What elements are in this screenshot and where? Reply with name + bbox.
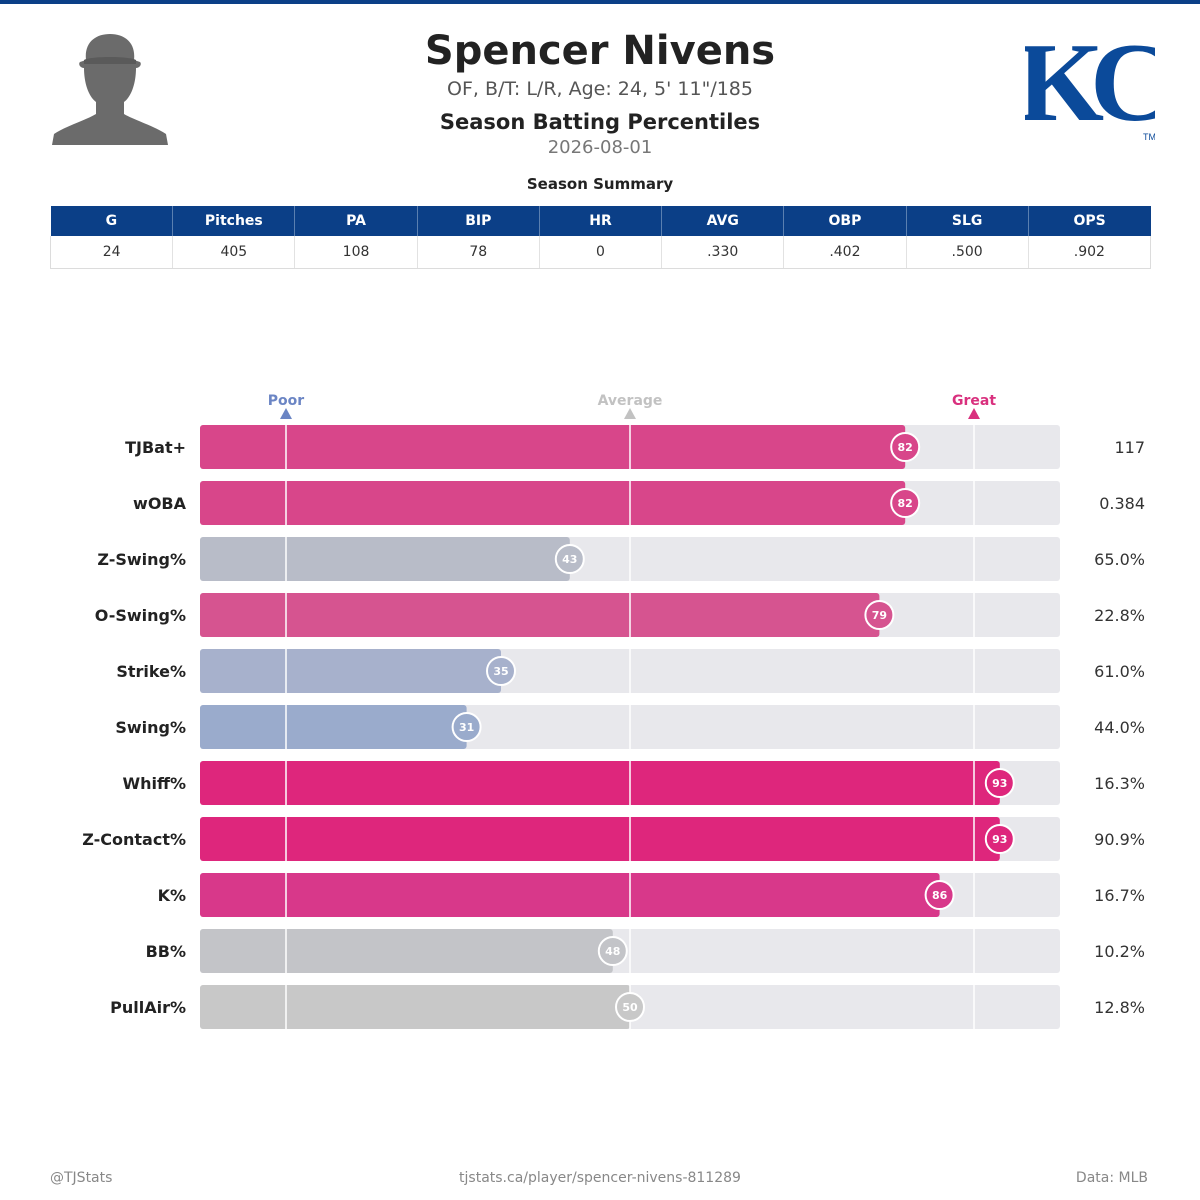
metric-label: Strike%	[116, 662, 186, 681]
summary-table: G Pitches PA BIP HR AVG OBP SLG OPS 24 405 108 78 0.…	[49, 206, 1152, 269]
percentile-bubble	[615, 992, 645, 1022]
reference-marker-triangle	[968, 408, 980, 419]
percentile-bar	[200, 929, 613, 973]
summary-col-header: Pitches	[172, 206, 296, 236]
percentile-label: 93	[992, 777, 1007, 790]
metric-label: Whiff%	[122, 774, 186, 793]
summary-cell: 24	[49, 236, 174, 269]
summary-col-header: BIP	[417, 206, 540, 236]
stat-value: 61.0%	[1094, 662, 1145, 681]
percentile-bubble	[984, 824, 1015, 854]
footer-url: tjstats.ca/player/spencer-nivens-811289	[459, 1170, 741, 1186]
stat-value: 16.3%	[1094, 774, 1145, 793]
team-logo: KC TM	[1025, 22, 1155, 145]
percentile-bubble	[597, 936, 628, 966]
stat-value: 117	[1114, 438, 1145, 457]
reference-marker-label: Poor	[268, 393, 304, 409]
stat-value: 22.8%	[1094, 606, 1145, 625]
reference-marker-triangle	[624, 408, 636, 419]
summary-col-header: OPS	[1028, 206, 1151, 236]
footer-handle: @TJStats	[50, 1170, 113, 1186]
summary-col-header: HR	[539, 206, 663, 236]
percentile-bar	[200, 761, 1000, 805]
summary-cell: 108	[294, 236, 418, 269]
team-logo-trademark: TM	[1143, 132, 1155, 142]
percentile-label: 48	[605, 945, 620, 958]
summary-cell: .402	[783, 236, 907, 269]
percentile-label: 93	[992, 833, 1007, 846]
percentile-bubble	[984, 768, 1015, 798]
metric-label: O-Swing%	[95, 606, 186, 625]
percentile-label: 82	[898, 497, 913, 510]
percentile-chart: Poor Average Great 82 TJBat+ 117 82 wOBA 0.384 43…	[82, 393, 1145, 1029]
percentile-label: 50	[622, 1001, 638, 1014]
percentile-label: 82	[898, 441, 913, 454]
percentile-bar	[200, 985, 630, 1029]
percentile-bar	[200, 817, 1000, 861]
percentile-bar	[200, 425, 906, 469]
stat-value: 65.0%	[1094, 550, 1145, 569]
summary-title: Season Summary	[526, 175, 674, 193]
player-silhouette-icon	[52, 34, 168, 145]
player-name: Spencer Nivens	[424, 28, 776, 74]
summary-col-header: SLG	[906, 206, 1029, 236]
percentile-bar	[200, 705, 467, 749]
summary-cell: .500	[906, 236, 1029, 269]
summary-col-header: AVG	[661, 206, 785, 236]
top-accent-bar	[0, 0, 1200, 4]
reference-marker-triangle	[280, 408, 292, 419]
summary-cell: 78	[417, 236, 540, 269]
percentile-bar	[200, 873, 940, 917]
team-logo-letters: KC	[1025, 22, 1155, 145]
metric-label: Z-Contact%	[82, 830, 186, 849]
stat-value: 44.0%	[1094, 718, 1145, 737]
stat-value: 90.9%	[1094, 830, 1145, 849]
summary-header-row: G Pitches PA BIP HR AVG OBP SLG OPS	[50, 206, 1151, 236]
percentile-label: 86	[932, 889, 948, 902]
percentile-label: 35	[493, 665, 508, 678]
percentile-bar	[200, 537, 570, 581]
percentile-bar	[200, 481, 906, 525]
percentile-bubble	[486, 656, 516, 686]
summary-value-row: 24 405 108 78 0.330.402.500.902	[49, 236, 1152, 269]
percentile-label: 43	[562, 553, 577, 566]
metric-label: BB%	[146, 942, 186, 961]
summary-cell: .330	[661, 236, 785, 269]
reference-marker-label: Great	[952, 393, 996, 409]
metric-label: Z-Swing%	[97, 550, 186, 569]
page-header: Spencer Nivens OF, B/T: L/R, Age: 24, 5'…	[200, 28, 1000, 160]
percentile-bubble	[890, 432, 921, 462]
percentile-label: 31	[459, 721, 474, 734]
stat-value: 12.8%	[1094, 998, 1145, 1017]
percentile-bar	[200, 593, 880, 637]
report-date: 2026-08-01	[547, 137, 653, 158]
percentile-bar	[200, 649, 501, 693]
metric-label: wOBA	[133, 494, 187, 513]
stat-value: 10.2%	[1094, 942, 1145, 961]
summary-cell: 405	[172, 236, 296, 269]
page-subtitle: Season Batting Percentiles	[439, 110, 761, 134]
stat-value: 0.384	[1099, 494, 1145, 513]
percentile-bubble	[451, 712, 482, 742]
percentile-label: 79	[872, 609, 887, 622]
summary-col-header: OBP	[783, 206, 907, 236]
metric-label: Swing%	[115, 718, 186, 737]
percentile-bubble	[890, 488, 921, 518]
metric-label: PullAir%	[110, 998, 186, 1017]
reference-marker-label: Average	[598, 393, 663, 409]
percentile-bubble	[864, 600, 895, 630]
percentile-bubble	[554, 544, 585, 574]
metric-label: TJBat+	[125, 438, 186, 457]
stat-value: 16.7%	[1094, 886, 1145, 905]
summary-cell: .902	[1028, 236, 1152, 269]
player-bio: OF, B/T: L/R, Age: 24, 5' 11"/185	[446, 78, 753, 100]
footer-source: Data: MLB	[1075, 1170, 1148, 1186]
summary-col-header: G	[50, 206, 174, 236]
metric-label: K%	[158, 886, 186, 905]
summary-cell: 0	[539, 236, 663, 269]
percentile-bubble	[924, 880, 955, 910]
summary-col-header: PA	[294, 206, 418, 236]
